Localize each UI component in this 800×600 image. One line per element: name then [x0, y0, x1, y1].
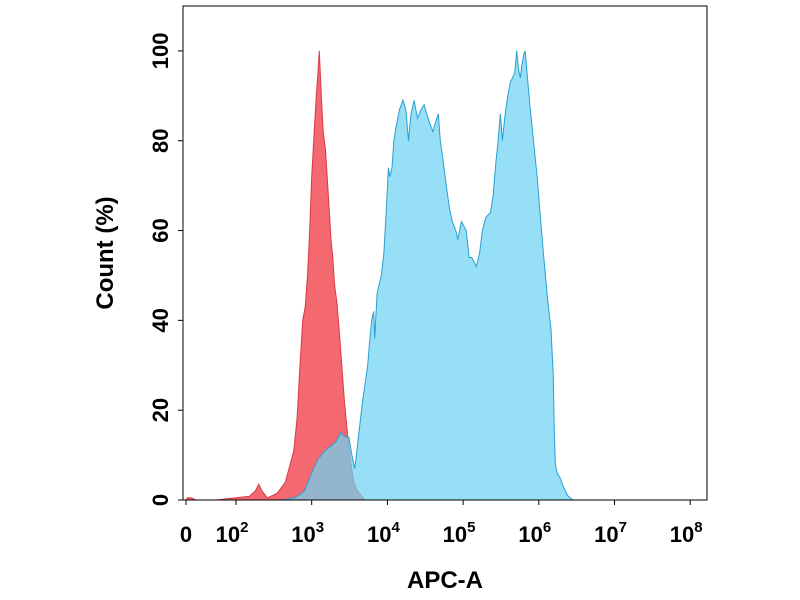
y-tick-label: 40 — [148, 308, 173, 332]
series-layer — [185, 50, 574, 501]
series-0-area — [185, 50, 366, 501]
x-tick-label: 108 — [670, 519, 703, 547]
x-ticks: 0 102 103 104 105 106 107 108 — [180, 500, 703, 547]
x-tick-label: 105 — [443, 519, 476, 547]
x-tick-label: 0 — [180, 522, 192, 547]
x-tick-label: 103 — [291, 519, 324, 547]
y-tick-label: 20 — [148, 398, 173, 422]
y-tick-label: 60 — [148, 218, 173, 242]
series-1-area — [281, 50, 574, 501]
y-tick-label: 100 — [148, 33, 173, 70]
y-axis-title: Count (%) — [92, 196, 119, 309]
x-axis-title: APC-A — [407, 567, 483, 594]
y-tick-label: 80 — [148, 128, 173, 152]
x-tick-label: 102 — [216, 519, 249, 547]
y-tick-label: 0 — [148, 494, 173, 506]
x-tick-label: 106 — [518, 519, 551, 547]
y-ticks: 0 20 40 60 80 100 — [148, 33, 183, 506]
x-tick-label: 107 — [594, 519, 627, 547]
x-tick-label: 104 — [367, 519, 400, 547]
plot-frame — [182, 5, 708, 501]
